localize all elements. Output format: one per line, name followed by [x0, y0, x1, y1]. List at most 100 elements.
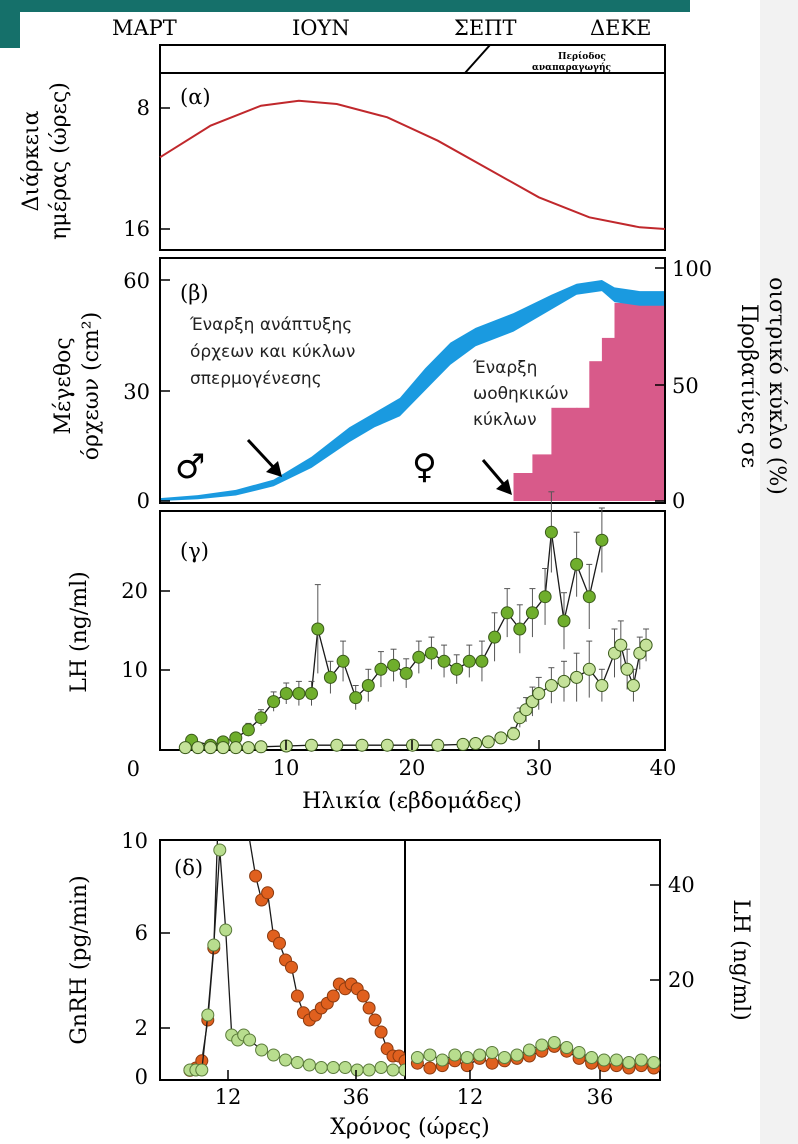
lh-point: [241, 741, 255, 755]
gnrh-right-point: [572, 1046, 586, 1059]
gnrh-left-plot: [183, 840, 405, 1077]
gnrh-left-point: [386, 1063, 400, 1077]
gnrh-left-point: [374, 1025, 388, 1039]
right-margin-shade: [760, 0, 798, 1144]
lh-point: [229, 741, 243, 755]
lh-point: [437, 654, 451, 668]
breeding-season-label: Περίοδος: [558, 51, 606, 62]
x-tick-label: 36: [343, 1085, 370, 1109]
lh-point: [500, 606, 514, 620]
ewe-cycling-bar: [627, 302, 666, 501]
lh-series-line: [191, 532, 603, 746]
gnrh-left-1: [183, 840, 405, 1077]
gnrh-left-point: [374, 1061, 388, 1074]
gnrh-right-point: [423, 1048, 437, 1062]
y2-tick-label: 0: [672, 489, 685, 513]
lh-point: [557, 674, 571, 688]
gnrh-right-point: [610, 1053, 623, 1067]
gnrh-left-point: [285, 960, 298, 974]
gnrh-right-point: [473, 1048, 487, 1062]
x-tick-label: 12: [215, 1085, 242, 1109]
lh-point: [412, 650, 426, 664]
y-axis-label: Διάρκεια: [19, 110, 44, 211]
gnrh-left-point: [314, 1061, 328, 1074]
lh-point: [469, 737, 483, 750]
y-tick-label: 60: [123, 269, 150, 293]
y2-axis-label: οιστρικό κύκλο (%): [764, 277, 789, 495]
panel-alpha-label: (α): [180, 85, 211, 109]
gnrh-right-point: [435, 1053, 449, 1067]
y-axis-label: LH (ng/ml): [67, 571, 92, 693]
gnrh-left-point: [368, 1013, 382, 1027]
y-tick-label: 10: [121, 658, 148, 682]
y-tick-label: 0: [135, 1065, 148, 1089]
gnrh-left-point: [398, 1063, 405, 1077]
lh-point: [204, 741, 217, 755]
gnrh-left-point: [362, 1063, 376, 1077]
gnrh-left-point: [219, 923, 233, 937]
lh-point: [254, 711, 268, 725]
gnrh-right-point: [423, 1061, 437, 1075]
y2-axis-label: LH (ng/ml): [728, 899, 753, 1021]
female-symbol: ♀: [412, 447, 437, 487]
gnrh-left-point: [207, 938, 221, 952]
lh-point: [431, 738, 445, 752]
month-label: ΜΑΡΤ: [112, 16, 177, 40]
gnrh-left-point: [213, 843, 227, 857]
gnrh-right-point: [460, 1051, 474, 1064]
male-symbol: ♂: [175, 447, 205, 487]
season-divider: [464, 44, 491, 74]
lh-point: [595, 533, 609, 547]
month-label: ΔΕΚΕ: [590, 16, 652, 40]
gnrh-left-point: [249, 869, 263, 883]
lh-point: [626, 679, 640, 692]
gnrh-right-point: [647, 1056, 661, 1069]
x-tick-label: 30: [526, 756, 553, 780]
lh-point: [639, 638, 653, 652]
gnrh-left-point: [350, 1063, 364, 1077]
gnrh-left-point: [255, 1043, 269, 1057]
y-tick-label: 10: [121, 829, 148, 853]
lh-series-1: [185, 491, 609, 752]
lh-point: [544, 525, 558, 539]
gnrh-left-point: [326, 1061, 340, 1074]
lh-point: [305, 687, 318, 700]
month-label: ΣΕΠΤ: [454, 16, 517, 40]
lh-point: [595, 679, 609, 692]
lh-point: [387, 658, 401, 672]
y-axis-label: όρχεων (cm²): [79, 312, 104, 460]
lh-point: [267, 695, 281, 709]
lh-point: [532, 687, 546, 700]
testis-size-band: [160, 280, 665, 501]
lh-point: [292, 687, 306, 700]
lh-point: [305, 738, 318, 752]
ewe-cycling-bar: [614, 302, 628, 501]
lh-point: [481, 735, 495, 749]
gnrh-right-point: [535, 1038, 549, 1052]
lh-point: [349, 691, 363, 705]
teal-side-bar: [0, 0, 20, 48]
lh-series: [178, 491, 653, 755]
y-tick-label: 8: [137, 96, 150, 120]
ewe-cycling-bar: [551, 407, 578, 501]
gnrh-left-point: [326, 989, 340, 1003]
y2-tick-label: 40: [668, 873, 695, 897]
lh-point: [336, 654, 350, 668]
y-tick-label: 0: [127, 757, 140, 781]
lh-point: [582, 662, 596, 676]
lh-point: [399, 666, 413, 680]
ewe-cycling-bar: [532, 454, 552, 501]
teal-header-bar: [0, 0, 690, 12]
lh-point: [525, 606, 539, 620]
lh-point: [570, 670, 584, 684]
annotation-ovulatory-start: ωοθηκικών: [473, 384, 568, 404]
lh-point: [620, 662, 634, 676]
ewe-cycling-bar: [576, 407, 590, 501]
arrow-head-icon: [496, 479, 512, 495]
lh-point: [380, 738, 394, 752]
gnrh-right-point: [410, 1051, 424, 1064]
ewe-cycling-bars: [513, 302, 666, 501]
gnrh-left-point: [261, 886, 275, 900]
y2-tick-label: 20: [668, 968, 695, 992]
